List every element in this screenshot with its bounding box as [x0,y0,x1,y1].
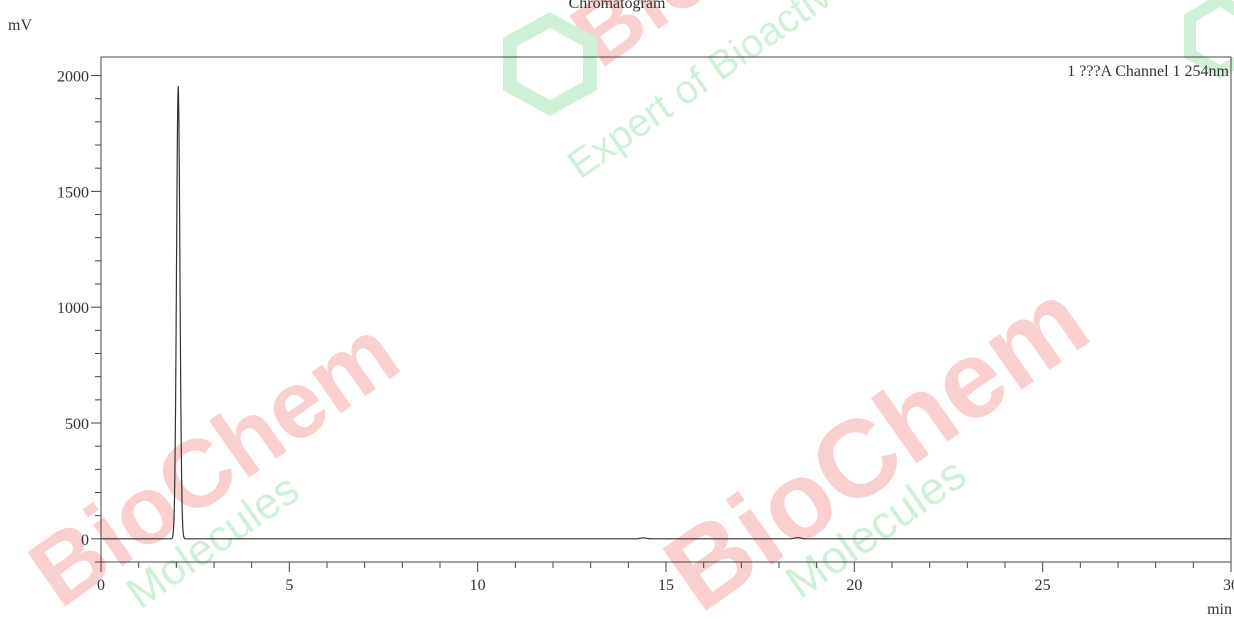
x-tick-label: 0 [97,577,105,594]
x-tick-label: 10 [470,577,486,594]
x-tick-label: 20 [846,577,862,594]
y-tick-label: 1000 [57,300,89,317]
watermark: BioChem BioChem BioChem Molecules Molecu… [11,0,1234,619]
y-axis-unit: mV [8,17,32,34]
x-axis-unit: min [1207,601,1232,618]
hexagon-logo-icon [503,12,597,116]
x-tick-label: 15 [658,577,674,594]
y-tick-label: 2000 [57,69,89,86]
axis-tick-labels: 0 5 10 15 20 25 30 0 500 1000 1500 2000 [57,69,1234,594]
x-tick-label: 30 [1223,577,1234,594]
y-tick-label: 500 [65,416,89,433]
watermark-text: BioChem [11,298,418,619]
x-tick-label: 25 [1035,577,1051,594]
y-tick-label: 0 [81,532,89,549]
y-tick-label: 1500 [57,184,89,201]
chart-title: Chromatogram [569,0,666,12]
x-tick-label: 5 [285,577,293,594]
hexagon-logo-icon [1184,0,1234,79]
axis-ticks [91,75,1232,572]
legend-series-label: 1 ???A Channel 1 254nm [1067,63,1229,80]
series-trace [101,85,1231,540]
watermark-text: BioChem [643,257,1109,619]
